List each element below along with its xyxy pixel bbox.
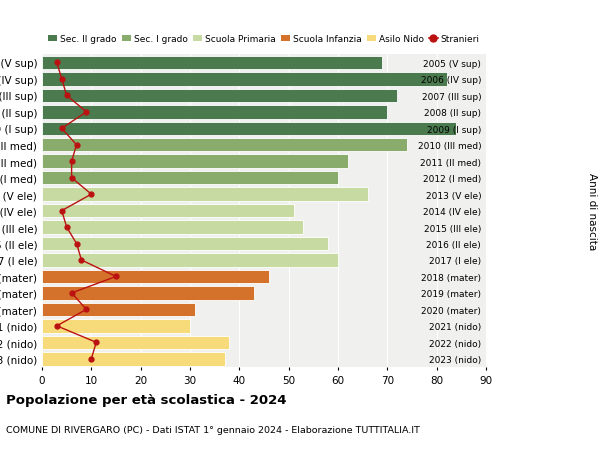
Bar [42, 139, 407, 152]
Bar [42, 204, 293, 218]
Bar [42, 237, 328, 251]
Bar [42, 73, 446, 86]
Bar [42, 336, 229, 349]
Legend: Sec. II grado, Sec. I grado, Scuola Primaria, Scuola Infanzia, Asilo Nido, Stran: Sec. II grado, Sec. I grado, Scuola Prim… [49, 35, 479, 45]
Bar [42, 286, 254, 300]
Bar [42, 254, 338, 267]
Text: Anni di nascita: Anni di nascita [587, 173, 597, 250]
Bar [42, 155, 348, 168]
Bar [42, 352, 224, 366]
Bar [42, 270, 269, 284]
Bar [42, 303, 195, 316]
Text: COMUNE DI RIVERGARO (PC) - Dati ISTAT 1° gennaio 2024 - Elaborazione TUTTITALIA.: COMUNE DI RIVERGARO (PC) - Dati ISTAT 1°… [6, 425, 420, 434]
Bar [42, 319, 190, 333]
Bar [42, 106, 388, 119]
Text: Popolazione per età scolastica - 2024: Popolazione per età scolastica - 2024 [6, 393, 287, 406]
Bar [42, 188, 368, 202]
Bar [42, 221, 304, 234]
Bar [42, 90, 397, 103]
Bar [42, 172, 338, 185]
Bar [42, 122, 457, 136]
Bar [42, 56, 382, 70]
